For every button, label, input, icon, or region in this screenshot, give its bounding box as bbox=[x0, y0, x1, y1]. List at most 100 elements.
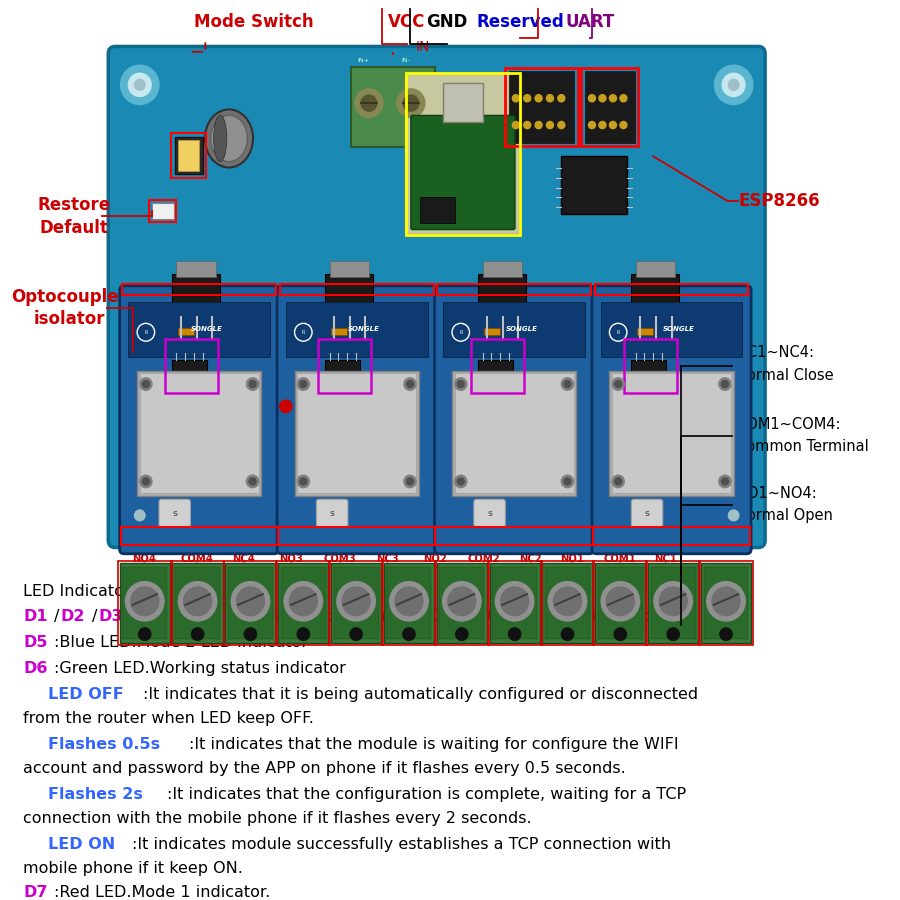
Bar bbox=[329, 261, 369, 277]
Bar bbox=[488, 561, 542, 645]
Bar bbox=[436, 527, 593, 544]
Bar bbox=[280, 284, 434, 295]
Circle shape bbox=[142, 381, 149, 388]
Bar bbox=[435, 561, 489, 645]
Circle shape bbox=[175, 400, 187, 413]
Bar bbox=[651, 567, 696, 639]
Circle shape bbox=[129, 73, 151, 96]
Bar bbox=[699, 561, 753, 645]
Text: NO1~NO4:: NO1~NO4: bbox=[736, 485, 817, 500]
Bar bbox=[325, 360, 360, 380]
Bar bbox=[294, 371, 418, 496]
Bar bbox=[625, 339, 677, 393]
Bar bbox=[490, 562, 540, 644]
Circle shape bbox=[245, 400, 257, 413]
Circle shape bbox=[722, 381, 728, 388]
Bar bbox=[595, 284, 749, 295]
Text: ESP8266: ESP8266 bbox=[738, 192, 820, 210]
Circle shape bbox=[562, 475, 573, 488]
Bar bbox=[585, 71, 634, 143]
Text: LED ON: LED ON bbox=[48, 837, 115, 851]
Text: D4: D4 bbox=[136, 608, 160, 624]
Circle shape bbox=[728, 79, 739, 90]
Circle shape bbox=[712, 587, 740, 616]
Text: R: R bbox=[302, 329, 305, 335]
Circle shape bbox=[134, 510, 145, 521]
Circle shape bbox=[715, 65, 753, 104]
Bar bbox=[297, 374, 416, 493]
Bar bbox=[439, 567, 484, 639]
Circle shape bbox=[706, 581, 745, 621]
Bar bbox=[541, 561, 594, 645]
Circle shape bbox=[247, 475, 258, 488]
Circle shape bbox=[715, 496, 753, 535]
Circle shape bbox=[495, 581, 534, 621]
Ellipse shape bbox=[213, 115, 227, 162]
Circle shape bbox=[457, 381, 464, 388]
Circle shape bbox=[719, 378, 731, 391]
Text: D5: D5 bbox=[23, 634, 48, 650]
Bar bbox=[329, 561, 383, 645]
Text: D3: D3 bbox=[98, 608, 123, 624]
Text: COM3: COM3 bbox=[324, 554, 356, 564]
FancyBboxPatch shape bbox=[592, 286, 752, 554]
Circle shape bbox=[598, 122, 606, 129]
Text: NO2: NO2 bbox=[423, 554, 446, 564]
Text: from the router when LED keep OFF.: from the router when LED keep OFF. bbox=[23, 711, 314, 725]
Text: :It indicates that the module is waiting for configure the WIFI: :It indicates that the module is waiting… bbox=[188, 736, 679, 752]
Text: Normal Close: Normal Close bbox=[736, 367, 834, 382]
Text: isolator: isolator bbox=[33, 310, 104, 328]
Text: COM1~COM4:: COM1~COM4: bbox=[736, 417, 841, 432]
Circle shape bbox=[609, 122, 617, 129]
Circle shape bbox=[300, 381, 307, 388]
Text: COM2: COM2 bbox=[467, 554, 500, 564]
FancyBboxPatch shape bbox=[159, 500, 191, 527]
Text: Restore: Restore bbox=[38, 196, 111, 214]
Bar bbox=[176, 567, 220, 639]
Circle shape bbox=[121, 496, 159, 535]
Circle shape bbox=[455, 628, 468, 641]
Circle shape bbox=[536, 122, 542, 129]
Bar bbox=[140, 374, 258, 493]
Circle shape bbox=[512, 122, 519, 129]
Circle shape bbox=[615, 478, 622, 485]
Circle shape bbox=[403, 95, 418, 112]
FancyBboxPatch shape bbox=[277, 286, 436, 554]
Bar bbox=[172, 274, 220, 317]
Text: R: R bbox=[144, 329, 148, 335]
Text: Reserved: Reserved bbox=[476, 14, 564, 32]
Bar bbox=[175, 137, 202, 175]
Circle shape bbox=[723, 504, 745, 527]
Circle shape bbox=[723, 73, 745, 96]
Text: Mode Switch: Mode Switch bbox=[194, 14, 313, 32]
Text: NC1~NC4:: NC1~NC4: bbox=[736, 346, 814, 360]
Bar bbox=[118, 561, 172, 645]
Bar bbox=[478, 274, 526, 317]
Circle shape bbox=[620, 94, 627, 102]
Text: :Green LED.Working status indicator: :Green LED.Working status indicator bbox=[54, 661, 346, 676]
Text: LED OFF: LED OFF bbox=[48, 687, 123, 701]
Circle shape bbox=[395, 587, 423, 616]
Circle shape bbox=[667, 628, 680, 641]
Bar bbox=[506, 68, 578, 147]
Text: SRD-05VDC-SL-C: SRD-05VDC-SL-C bbox=[703, 391, 706, 423]
Text: S: S bbox=[329, 510, 335, 517]
Text: COM4: COM4 bbox=[180, 554, 213, 564]
Circle shape bbox=[178, 581, 217, 621]
Circle shape bbox=[728, 510, 739, 521]
Bar bbox=[436, 562, 487, 644]
Circle shape bbox=[289, 587, 318, 616]
Text: :Red LED.Mode 1 indicator.: :Red LED.Mode 1 indicator. bbox=[54, 885, 270, 900]
Circle shape bbox=[184, 587, 212, 616]
Circle shape bbox=[342, 587, 370, 616]
Circle shape bbox=[720, 628, 732, 641]
Bar bbox=[701, 562, 752, 644]
Bar bbox=[631, 360, 666, 380]
Text: D7: D7 bbox=[23, 885, 48, 900]
Circle shape bbox=[297, 628, 310, 641]
Text: Optocoupler: Optocoupler bbox=[11, 287, 127, 305]
Bar bbox=[640, 348, 660, 357]
FancyBboxPatch shape bbox=[120, 286, 279, 554]
Circle shape bbox=[558, 94, 565, 102]
Circle shape bbox=[719, 475, 731, 488]
